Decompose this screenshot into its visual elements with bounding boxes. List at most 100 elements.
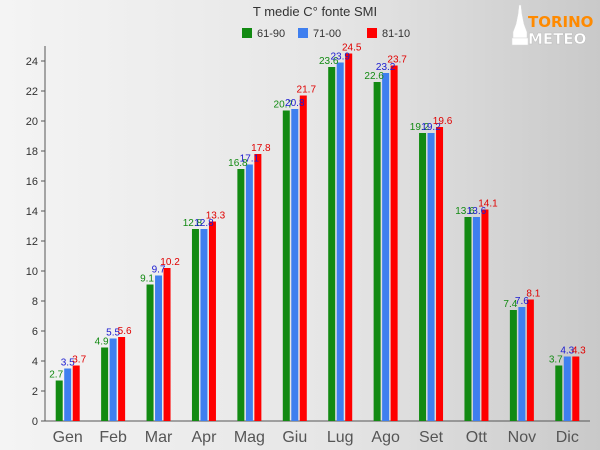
data-label-Ott-81-10: 14.1 [478, 199, 498, 210]
y-tick-label: 20 [26, 116, 38, 128]
bar-Mag-81-10 [254, 154, 262, 421]
y-tick-label: 4 [32, 356, 38, 368]
bar-Mag-61-90 [237, 169, 245, 421]
bar-Feb-71-00 [109, 338, 117, 421]
data-label-Apr-81-10: 13.3 [206, 211, 226, 222]
y-tick-label: 6 [32, 326, 38, 338]
y-tick-label: 2 [32, 386, 38, 398]
legend: 61-90 71-00 81-10 [242, 28, 410, 40]
data-label-Ott-71-00: 13.6 [467, 206, 487, 217]
bar-Set-81-10 [436, 127, 444, 421]
bar-Feb-81-10 [118, 337, 126, 421]
y-tick-label: 8 [32, 296, 38, 308]
bar-Lug-61-90 [328, 67, 336, 421]
data-label-Feb-81-10: 5.6 [118, 326, 132, 337]
bar-Apr-71-00 [200, 229, 208, 421]
x-tick-label-Apr: Apr [192, 429, 218, 446]
data-label-Feb-71-00: 5.5 [106, 328, 120, 339]
y-tick-label: 18 [26, 146, 38, 158]
x-tick-label-Gen: Gen [53, 429, 83, 446]
data-label-Mar-61-90: 9.1 [140, 274, 154, 285]
bar-Mar-71-00 [155, 275, 163, 421]
data-label-Giu-81-10: 21.7 [297, 85, 317, 96]
bar-Nov-81-10 [526, 299, 534, 421]
bar-Feb-61-90 [101, 347, 109, 421]
bar-Lug-71-00 [336, 62, 344, 421]
mole-antonelliana-icon [511, 4, 529, 46]
x-tick-label-Set: Set [419, 429, 444, 446]
x-tick-label-Giu: Giu [282, 429, 307, 446]
data-label-Mag-81-10: 17.8 [251, 143, 271, 154]
bar-Gen-61-90 [55, 380, 63, 421]
logo-line-meteo: METEO [528, 30, 586, 48]
y-tick-label: 14 [26, 206, 38, 218]
data-label-Giu-61-90: 20.7 [274, 100, 294, 111]
y-tick-label: 12 [26, 236, 38, 248]
legend-label-71-00: 71-00 [313, 28, 341, 40]
bar-Mar-61-90 [146, 284, 154, 421]
data-labels: 2.73.53.74.95.55.69.19.710.212.812.813.3… [49, 43, 586, 381]
bar-Giu-71-00 [291, 109, 299, 421]
bars [55, 53, 580, 421]
bar-Set-61-90 [419, 133, 427, 421]
x-tick-label-Lug: Lug [327, 429, 354, 446]
y-tick-label: 10 [26, 266, 38, 278]
bar-Apr-81-10 [208, 221, 216, 421]
torino-meteo-logo: TORINO METEO [511, 4, 593, 48]
bar-Ott-71-00 [472, 217, 480, 421]
bar-Nov-61-90 [509, 310, 517, 421]
data-label-Dic-61-90: 3.7 [549, 355, 563, 366]
data-label-Apr-71-00: 12.8 [194, 218, 214, 229]
data-label-Nov-71-00: 7.6 [515, 296, 529, 307]
data-label-Mar-81-10: 10.2 [160, 257, 180, 268]
bar-Ott-61-90 [464, 217, 472, 421]
legend-swatch-61-90 [242, 28, 252, 38]
bar-Ago-61-90 [373, 82, 381, 421]
x-tick-label-Nov: Nov [508, 429, 536, 446]
bar-Gen-81-10 [72, 365, 80, 421]
legend-swatch-71-00 [298, 28, 308, 38]
x-tick-label-Mag: Mag [234, 429, 265, 446]
data-label-Lug-81-10: 24.5 [342, 43, 362, 54]
x-tick-label-Dic: Dic [556, 429, 579, 446]
x-tick-label-Ago: Ago [371, 429, 400, 446]
data-label-Gen-71-00: 3.5 [61, 358, 75, 369]
x-tick-label-Mar: Mar [145, 429, 173, 446]
data-label-Lug-71-00: 23.9 [330, 52, 350, 63]
data-label-Ago-61-90: 22.6 [364, 71, 384, 82]
data-label-Dic-71-00: 4.3 [560, 346, 574, 357]
data-label-Mag-71-00: 17.1 [240, 154, 260, 165]
bar-Dic-71-00 [563, 356, 571, 421]
data-label-Gen-61-90: 2.7 [49, 370, 63, 381]
legend-swatch-81-10 [367, 28, 377, 38]
y-tick-label: 22 [26, 86, 38, 98]
data-label-Ott-61-90: 13.6 [455, 206, 475, 217]
data-label-Ago-71-00: 23.2 [376, 62, 396, 73]
data-label-Dic-81-10: 4.3 [572, 346, 586, 357]
data-label-Mar-71-00: 9.7 [152, 265, 166, 276]
logo-line-torino: TORINO [528, 13, 593, 31]
bar-Gen-71-00 [64, 368, 72, 421]
data-label-Apr-61-90: 12.8 [183, 218, 203, 229]
data-label-Set-81-10: 19.6 [433, 116, 453, 127]
bar-Mar-81-10 [163, 268, 171, 421]
x-tick-label-Feb: Feb [99, 429, 127, 446]
data-label-Set-61-90: 19.2 [410, 122, 430, 133]
bar-Ott-81-10 [481, 209, 489, 421]
bar-Giu-81-10 [299, 95, 307, 421]
bar-Nov-71-00 [518, 307, 526, 421]
bar-Lug-81-10 [345, 53, 353, 421]
x-tick-label-Ott: Ott [466, 429, 488, 446]
data-label-Giu-71-00: 20.8 [285, 98, 305, 109]
bar-Dic-81-10 [572, 356, 580, 421]
bar-Ago-71-00 [382, 73, 390, 421]
bar-Ago-81-10 [390, 65, 398, 421]
bar-Giu-61-90 [282, 110, 290, 421]
data-label-Lug-61-90: 23.6 [319, 56, 339, 67]
data-label-Gen-81-10: 3.7 [72, 355, 86, 366]
bar-Set-71-00 [427, 133, 435, 421]
data-label-Nov-61-90: 7.4 [503, 299, 517, 310]
data-label-Mag-61-90: 16.8 [228, 158, 248, 169]
